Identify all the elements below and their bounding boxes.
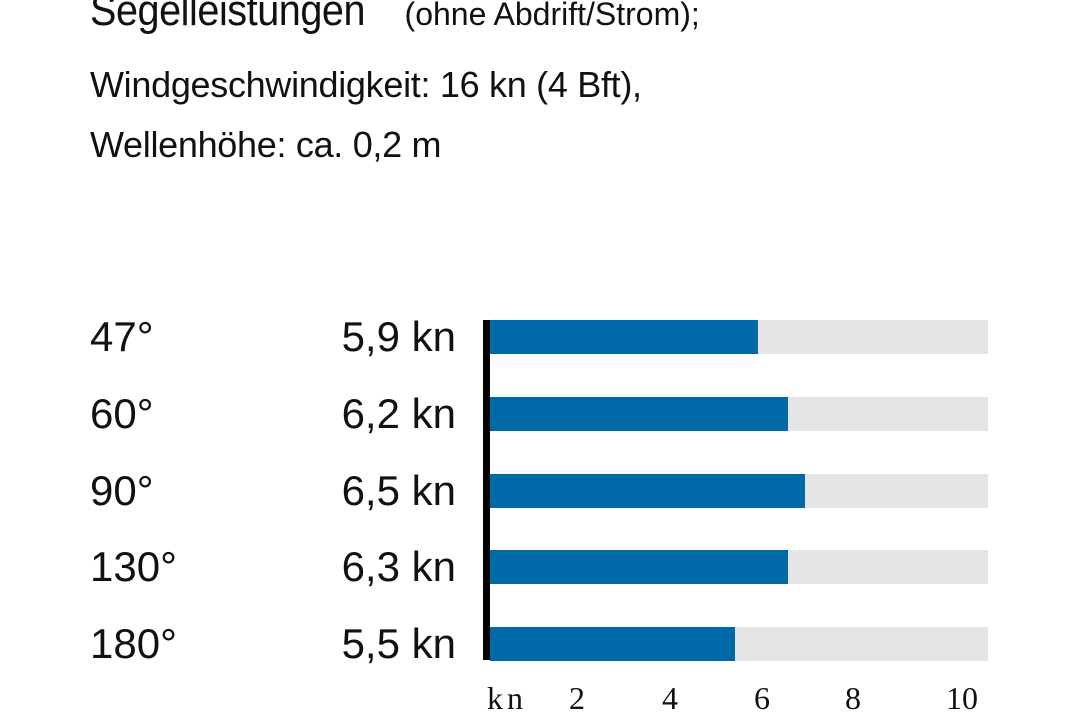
wave-height-line: Wellenhöhe: ca. 0,2 m bbox=[90, 124, 442, 165]
x-tick: 10 bbox=[946, 680, 978, 716]
speed-label: 5,9 kn bbox=[341, 313, 456, 360]
x-axis-unit: kn bbox=[487, 680, 527, 716]
angle-label: 130° bbox=[90, 543, 177, 590]
speed-label: 5,5 kn bbox=[341, 620, 456, 667]
speed-bar bbox=[490, 474, 805, 508]
speed-bar bbox=[490, 397, 788, 431]
speed-label: 6,3 kn bbox=[341, 543, 456, 590]
x-tick: 4 bbox=[662, 680, 678, 716]
speed-label: 6,2 kn bbox=[341, 390, 456, 437]
x-tick: 6 bbox=[754, 680, 770, 716]
speed-bar bbox=[490, 320, 758, 354]
bar-row: 47° 5,9 kn bbox=[0, 313, 1068, 360]
title-main: Segelleistungen bbox=[90, 0, 366, 35]
angle-label: 60° bbox=[90, 390, 154, 437]
speed-bar bbox=[490, 627, 735, 661]
bar-row: 180° 5,5 kn bbox=[0, 620, 1068, 667]
angle-label: 47° bbox=[90, 313, 154, 360]
bar-row: 60° 6,2 kn bbox=[0, 390, 1068, 437]
bar-row: 130° 6,3 kn bbox=[0, 543, 1068, 590]
speed-label: 6,5 kn bbox=[341, 467, 456, 514]
x-tick: 8 bbox=[845, 680, 861, 716]
x-tick: 2 bbox=[569, 680, 585, 716]
speed-bar bbox=[490, 550, 788, 584]
angle-label: 90° bbox=[90, 467, 154, 514]
y-axis-line bbox=[483, 320, 490, 660]
chart-title: Segelleistungen (ohne Abdrift/Strom); bbox=[90, 0, 700, 36]
angle-label: 180° bbox=[90, 620, 177, 667]
title-sub: (ohne Abdrift/Strom); bbox=[395, 0, 700, 32]
wind-speed-line: Windgeschwindigkeit: 16 kn (4 Bft), bbox=[90, 64, 642, 105]
bar-row: 90° 6,5 kn bbox=[0, 467, 1068, 514]
